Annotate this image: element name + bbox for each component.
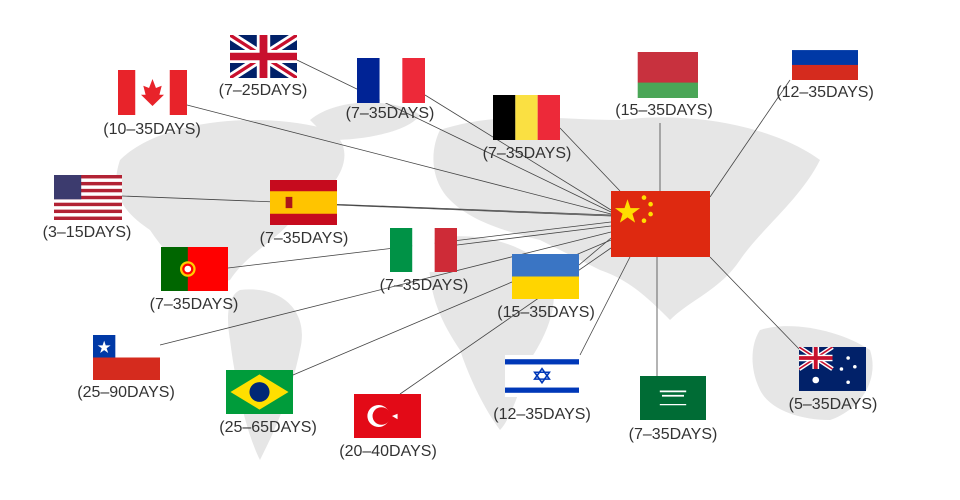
portugal-flag xyxy=(161,247,228,291)
turkey-flag xyxy=(354,394,421,438)
chile-flag xyxy=(93,335,160,380)
italy-flag xyxy=(390,228,457,272)
belgium-flag xyxy=(493,95,560,140)
route-line-italy xyxy=(456,225,612,246)
ukraine-delivery-time: (15–35DAYS) xyxy=(497,304,595,321)
united-states-delivery-time: (3–15DAYS) xyxy=(42,224,132,241)
saudi-arabia-delivery-time: (7–35DAYS) xyxy=(628,426,718,443)
route-line-chile xyxy=(159,231,612,346)
belarus-flag xyxy=(631,52,698,98)
canada-delivery-time: (10–35DAYS) xyxy=(103,121,201,138)
route-line-canada xyxy=(186,104,612,215)
spain-flag xyxy=(270,180,337,225)
belgium-delivery-time: (7–35DAYS) xyxy=(482,145,572,162)
russia-flag xyxy=(792,35,858,80)
route-line-united-kingdom xyxy=(296,59,612,213)
united-states-flag xyxy=(54,175,122,220)
spain-delivery-time: (7–35DAYS) xyxy=(259,230,349,247)
australia-flag xyxy=(799,347,866,391)
portugal-delivery-time: (7–35DAYS) xyxy=(149,296,239,313)
route-line-belgium xyxy=(559,127,621,192)
canada-flag xyxy=(118,70,187,115)
russia-delivery-time: (12–35DAYS) xyxy=(776,84,874,101)
route-line-spain xyxy=(336,204,612,217)
belarus-delivery-time: (15–35DAYS) xyxy=(615,102,713,119)
route-line-france xyxy=(424,94,612,211)
turkey-delivery-time: (20–40DAYS) xyxy=(339,443,437,460)
route-line-russia xyxy=(709,79,791,198)
ukraine-flag xyxy=(512,254,579,299)
israel-flag xyxy=(505,355,579,397)
united-kingdom-delivery-time: (7–25DAYS) xyxy=(218,82,308,99)
france-delivery-time: (7–35DAYS) xyxy=(345,105,435,122)
china-flag xyxy=(611,191,710,257)
route-line-australia xyxy=(709,256,801,351)
route-line-united-states xyxy=(121,195,612,216)
brazil-delivery-time: (25–65DAYS) xyxy=(219,419,317,436)
italy-delivery-time: (7–35DAYS) xyxy=(379,277,469,294)
united-kingdom-flag xyxy=(230,35,297,78)
chile-delivery-time: (25–90DAYS) xyxy=(77,384,175,401)
israel-delivery-time: (12–35DAYS) xyxy=(493,406,591,423)
saudi-arabia-flag xyxy=(640,376,706,420)
brazil-flag xyxy=(226,370,293,414)
australia-delivery-time: (5–35DAYS) xyxy=(788,396,878,413)
route-line-israel xyxy=(579,256,631,356)
france-flag xyxy=(357,58,425,103)
